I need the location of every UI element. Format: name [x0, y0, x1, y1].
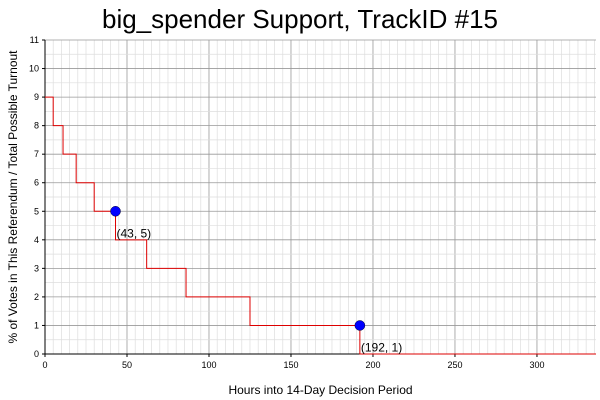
- y-tick-label: 5: [34, 206, 39, 216]
- y-tick-label: 6: [34, 178, 39, 188]
- y-tick-label: 11: [30, 35, 39, 45]
- x-tick-label: 0: [42, 360, 47, 370]
- annotation-label: (192, 1): [361, 340, 402, 354]
- y-tick-label: 4: [34, 235, 39, 245]
- x-tick-label: 250: [447, 360, 462, 370]
- x-tick-label: 50: [122, 360, 132, 370]
- y-tick-label: 1: [34, 320, 39, 330]
- x-tick-label: 100: [201, 360, 216, 370]
- annotation-label: (43, 5): [117, 226, 152, 240]
- series-line: [45, 96, 596, 355]
- annotation-point: [110, 206, 121, 217]
- y-tick-label: 3: [34, 263, 39, 273]
- annotation-point: [354, 320, 366, 331]
- x-axis-label: Hours into 14-Day Decision Period: [228, 383, 412, 397]
- y-axis-label: % of Votes in This Referendum / Total Po…: [6, 50, 20, 344]
- x-tick-label: 200: [365, 360, 380, 370]
- chart-title: big_spender Support, TrackID #15: [101, 4, 499, 34]
- y-tick-label: 0: [34, 349, 39, 359]
- y-tick-label: 10: [29, 64, 39, 74]
- y-tick-label: 9: [34, 92, 39, 102]
- y-tick-label: 2: [34, 292, 39, 302]
- y-tick-label: 8: [34, 121, 39, 131]
- y-tick-label: 7: [34, 149, 39, 159]
- x-tick-label: 300: [529, 360, 544, 370]
- x-tick-label: 150: [283, 360, 298, 370]
